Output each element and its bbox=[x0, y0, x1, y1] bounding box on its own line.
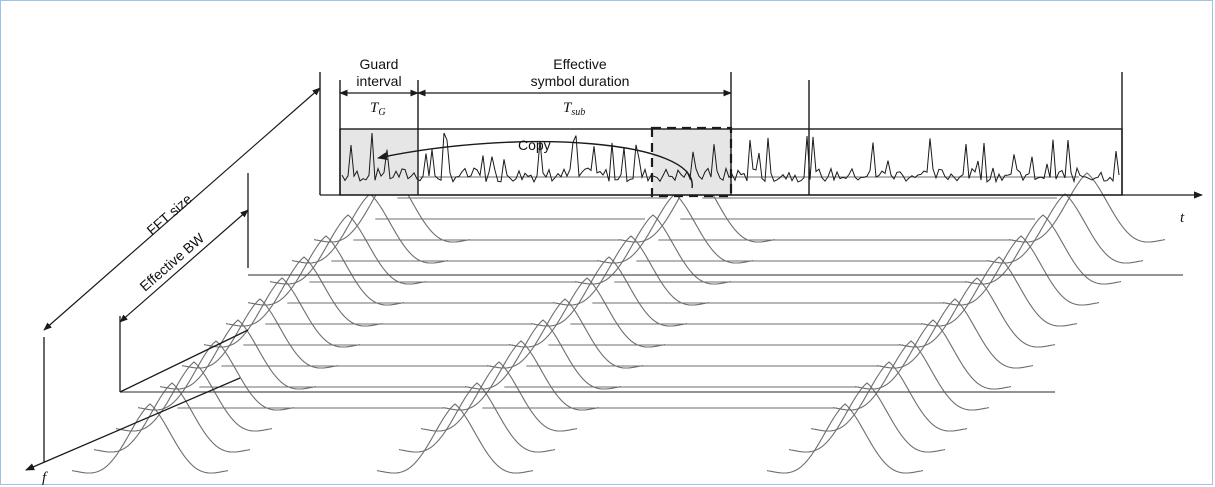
guard-label-line2: interval bbox=[356, 73, 401, 89]
subcarrier-lobe bbox=[115, 361, 273, 432]
fft-size-arrow bbox=[43, 87, 321, 331]
tsub-label: Tsub bbox=[563, 100, 585, 118]
subcarrier-lobe bbox=[464, 319, 622, 390]
effective-label-line2: symbol duration bbox=[531, 73, 630, 89]
frequency-axis bbox=[25, 377, 241, 471]
effective-label-line1: Effective bbox=[553, 56, 607, 72]
subcarrier-lobe bbox=[398, 382, 556, 453]
subcarrier-lobe bbox=[964, 214, 1122, 285]
effective-bw-arrow bbox=[119, 209, 249, 323]
subcarrier-lobe bbox=[530, 256, 688, 327]
guard-interval-shade bbox=[340, 129, 418, 195]
subcarrier-group bbox=[376, 172, 1079, 474]
subcarrier-lobe bbox=[420, 361, 578, 432]
subcarrier-lobe bbox=[832, 340, 990, 411]
subcarrier-lobe bbox=[486, 298, 644, 369]
subcarrier-group bbox=[766, 172, 1166, 474]
subcarrier-lobe bbox=[876, 298, 1034, 369]
subcarrier-lobe bbox=[508, 277, 666, 348]
subcarrier-lobe bbox=[71, 403, 229, 474]
fft-size-label: FFT size bbox=[143, 190, 195, 238]
f-axis-label: f bbox=[42, 470, 48, 486]
copy-label: Copy bbox=[518, 137, 551, 153]
subcarrier-lobe bbox=[986, 193, 1144, 264]
tg-label: TG bbox=[370, 100, 386, 118]
subcarrier-lobe bbox=[854, 319, 1012, 390]
copy-arrow bbox=[377, 140, 693, 189]
subcarrier-lobe bbox=[788, 382, 946, 453]
subcarrier-lobe bbox=[810, 361, 968, 432]
subcarrier-lobe bbox=[376, 403, 534, 474]
subcarrier-lobe bbox=[898, 277, 1056, 348]
t-axis-label: t bbox=[1180, 210, 1185, 226]
subcarrier-lobe bbox=[1008, 172, 1166, 243]
subcarrier-lobe bbox=[137, 340, 295, 411]
subcarrier-lobe bbox=[766, 403, 924, 474]
floor-lines bbox=[120, 274, 1183, 393]
subcarrier-lobe bbox=[920, 256, 1078, 327]
subcarrier-lobe bbox=[442, 340, 600, 411]
subcarrier-lobe bbox=[942, 235, 1100, 306]
subcarrier-lobe bbox=[574, 214, 732, 285]
subcarrier-waveforms bbox=[71, 172, 1166, 474]
guard-label-line1: Guard bbox=[360, 56, 399, 72]
subcarrier-lobe bbox=[552, 235, 710, 306]
subcarrier-lobe bbox=[93, 382, 251, 453]
